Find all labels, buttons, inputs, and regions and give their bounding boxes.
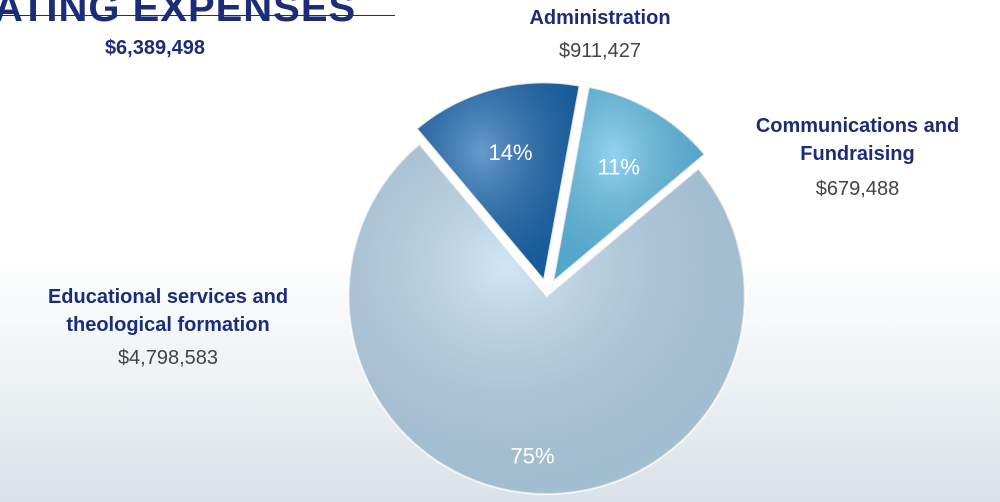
value-label: 75% bbox=[510, 444, 554, 469]
title-rule bbox=[0, 15, 395, 16]
slice-shade bbox=[416, 82, 580, 281]
value-label: 11% bbox=[598, 154, 640, 179]
category-label: Administration bbox=[529, 7, 671, 29]
category-label: Communications and Fundraising bbox=[755, 115, 960, 165]
amount-label: $4,798,583 bbox=[117, 347, 219, 369]
value-label: 14% bbox=[489, 140, 533, 165]
total: $6,389,498 bbox=[104, 37, 206, 59]
amount-label: $679,488 bbox=[815, 178, 900, 200]
category-label: Educational services and theological for… bbox=[47, 286, 289, 336]
amount-label: $911,427 bbox=[559, 40, 641, 62]
slice-shade bbox=[348, 144, 745, 494]
slice-shade bbox=[553, 86, 705, 282]
